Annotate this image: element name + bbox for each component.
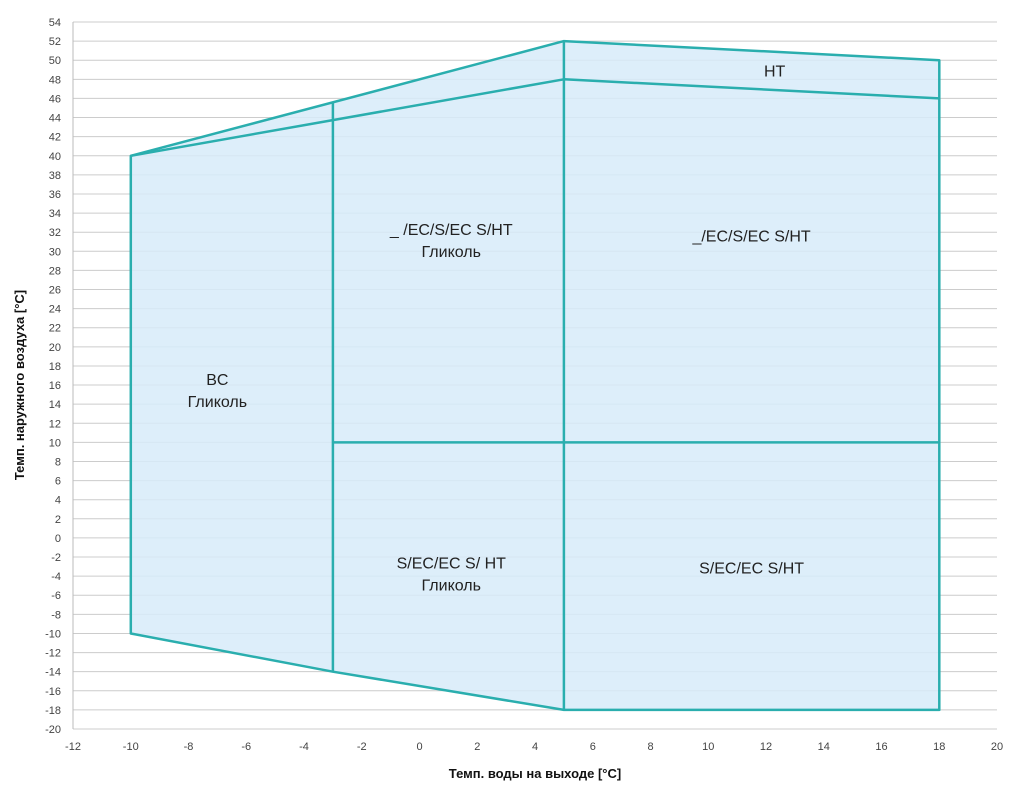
y-tick-label: 4 [55,495,61,507]
y-axis-ticks: -20-18-16-14-12-10-8-6-4-202468101214161… [45,17,61,736]
boundary-lines [130,41,940,710]
x-tick-label: -4 [299,741,309,753]
y-tick-label: 48 [49,74,61,86]
x-tick-label: -2 [357,741,367,753]
region-label: _ /EC/S/EC S/HT Гликоль [389,222,513,261]
x-tick-label: -8 [184,741,194,753]
x-tick-label: 4 [532,741,538,753]
y-tick-label: 32 [49,227,61,239]
x-tick-label: 12 [760,741,772,753]
y-tick-label: -18 [45,705,61,717]
y-tick-label: 38 [49,170,61,182]
y-tick-label: -16 [45,686,61,698]
y-tick-label: -14 [45,667,61,679]
x-tick-label: 6 [590,741,596,753]
y-tick-label: 54 [49,17,61,29]
y-tick-label: 10 [49,437,61,449]
x-tick-label: 2 [474,741,480,753]
y-tick-label: -12 [45,648,61,660]
y-tick-label: -8 [51,609,61,621]
operating-envelope [129,39,941,712]
y-tick-label: 26 [49,285,61,297]
y-tick-label: 50 [49,55,61,67]
region-label-line: HT [764,63,786,80]
region-label-line: S/EC/EC S/HT [699,560,804,577]
y-tick-label: -6 [51,590,61,602]
region-label-line: _/EC/S/EC S/HT [691,229,810,246]
y-tick-label: -4 [51,571,61,583]
y-tick-label: 0 [55,533,61,545]
y-tick-label: 6 [55,476,61,488]
region-labels: HT _ /EC/S/EC S/HT Гликоль _/EC/S/EC S/HT BC… [188,63,811,594]
y-tick-label: 14 [49,399,61,411]
y-axis-title: Темп. наружного воздуха [°C] [12,290,27,480]
region-label-line: S/EC/EC S/ HT [397,555,507,572]
region-label-line: Гликоль [188,394,247,411]
y-tick-label: 44 [49,113,61,125]
y-tick-label: -20 [45,724,61,736]
region-label-line: Гликоль [422,244,481,261]
region-label-line: _ /EC/S/EC S/HT [389,222,513,239]
x-tick-label: 16 [875,741,887,753]
y-tick-label: 8 [55,456,61,468]
region-label: S/EC/EC S/HT [699,560,804,577]
y-tick-label: 52 [49,36,61,48]
y-tick-label: 2 [55,514,61,526]
x-tick-label: 14 [818,741,830,753]
y-tick-label: 20 [49,342,61,354]
x-axis-title: Темп. воды на выходе [°C] [449,766,621,781]
x-tick-label: 8 [647,741,653,753]
envelope-polygon [129,39,941,712]
y-tick-label: 24 [49,304,61,316]
y-tick-label: 46 [49,93,61,105]
y-tick-label: -2 [51,552,61,564]
region-label: BC Гликоль [188,372,247,411]
x-tick-label: -12 [65,741,81,753]
region-label-line: Гликоль [422,577,481,594]
x-tick-label: -6 [241,741,251,753]
x-tick-label: 10 [702,741,714,753]
y-tick-label: 28 [49,265,61,277]
y-tick-label: 16 [49,380,61,392]
x-tick-label: -10 [123,741,139,753]
x-axis-ticks: -12 -10 -8 -6 -4 -2 0 2 4 6 8 10 12 14 16 18 20 [65,741,1003,753]
x-tick-label: 20 [991,741,1003,753]
region-label: S/EC/EC S/ HT Гликоль [397,555,507,594]
region-label: HT [764,63,786,80]
y-tick-label: 12 [49,418,61,430]
y-tick-label: 42 [49,132,61,144]
region-label-line: BC [206,372,228,389]
y-tick-label: 36 [49,189,61,201]
y-tick-label: 30 [49,246,61,258]
x-tick-label: 0 [416,741,422,753]
y-tick-label: 18 [49,361,61,373]
region-label: _/EC/S/EC S/HT [691,229,810,246]
y-tick-label: -10 [45,628,61,640]
x-tick-label: 18 [933,741,945,753]
y-tick-label: 34 [49,208,61,220]
y-tick-label: 22 [49,323,61,335]
y-tick-label: 40 [49,151,61,163]
